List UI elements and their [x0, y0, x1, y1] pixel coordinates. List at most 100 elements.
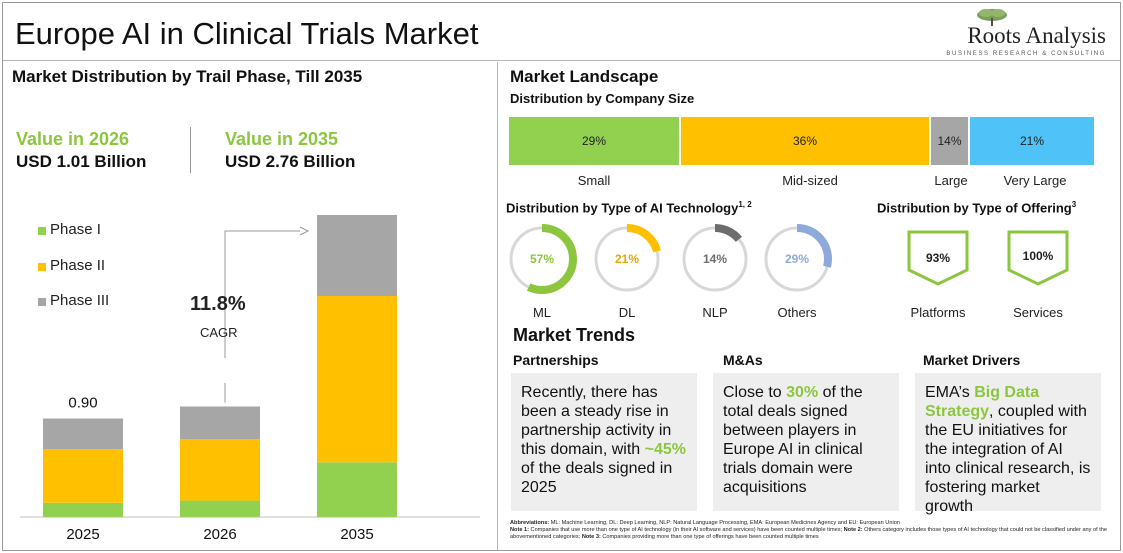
bar-2025-phase-3	[43, 418, 123, 450]
company-size-label-very-large: Very Large	[1003, 173, 1067, 188]
donut-nlp-ring	[680, 224, 750, 294]
company-size-label-large: Large	[934, 173, 968, 188]
value-2035-label: Value in 2035	[225, 129, 339, 149]
drivers-text-b: , coupled with the EU initiatives for th…	[925, 403, 1091, 515]
offering-footnote-ref: 3	[1071, 200, 1077, 209]
company-size-pct-mid: 36%	[792, 134, 818, 148]
platforms-pct: 93%	[925, 251, 951, 265]
bar-2035-phase-1	[317, 462, 397, 517]
logo-tagline: BUSINESS RESEARCH & CONSULTING	[946, 51, 1106, 57]
note1-text: Companies that use more than one type of…	[528, 527, 844, 533]
donut-others-ring	[762, 224, 832, 294]
company-size-pct-large: 14%	[937, 134, 962, 148]
offering-title-text: Distribution by Type of Offering	[877, 200, 1072, 216]
legend-swatch-phase-1	[38, 227, 46, 235]
value-2035-amount: USD 2.76 Billion	[225, 152, 356, 171]
company-size-title: Distribution by Company Size	[510, 91, 695, 106]
donut-nlp: 14%	[679, 223, 751, 295]
partnerships-box: Recently, there has been a steady rise i…	[511, 373, 697, 511]
cagr-arrow-head	[299, 226, 310, 236]
donut-label-nlp: NLP	[702, 305, 728, 320]
mas-highlight: 30%	[786, 384, 819, 401]
donut-dl-pct: 21%	[614, 252, 640, 266]
x-tick-label-2035: 2035	[340, 526, 373, 543]
page-title: Europe AI in Clinical Trials Market	[15, 16, 479, 51]
bar-2026-phase-3	[180, 406, 260, 440]
donut-dl: 21%	[591, 223, 663, 295]
logo-name: Roots Analysis	[967, 23, 1106, 48]
company-size-pct-small: 29%	[581, 134, 607, 148]
donut-ml: 57%	[506, 223, 578, 295]
mas-head: M&As	[723, 352, 763, 368]
value-separator	[190, 127, 191, 173]
note3-text: Companies providing more than one type o…	[600, 534, 819, 540]
note2-text: Others category includes those types of …	[510, 527, 1108, 540]
offering-label-platforms: Platforms	[910, 305, 966, 320]
donut-label-ml: ML	[532, 305, 552, 320]
company-size-bar-mid: 36%	[681, 117, 929, 165]
company-size-pct-very-large: 21%	[1019, 134, 1045, 148]
donut-label-dl: DL	[618, 305, 636, 320]
note2-label: Note 2:	[843, 527, 863, 533]
mas-box: Close to 30% of the total deals signed b…	[713, 373, 899, 511]
bar-2035-phase-2	[317, 295, 397, 463]
company-size-bar-large: 14%	[931, 117, 968, 165]
donut-nlp-pct: 14%	[702, 252, 728, 266]
cagr-label: CAGR	[200, 325, 238, 340]
drivers-head: Market Drivers	[923, 352, 1021, 368]
donut-dl-ring	[592, 224, 662, 294]
legend-swatch-phase-3	[38, 298, 46, 306]
partnerships-text-b: of the deals signed in 2025	[521, 460, 673, 496]
company-size-bar-small: 29%	[509, 117, 679, 165]
legend-label-phase-1: Phase I	[50, 221, 101, 238]
x-tick-label-2026: 2026	[203, 526, 236, 543]
partnerships-text-a: Recently, there has been a steady rise i…	[521, 384, 672, 458]
logo: Roots Analysis BUSINESS RESEARCH & CONSU…	[946, 9, 1106, 59]
bar-2025-phase-2	[43, 449, 123, 503]
note3-label: Note 3:	[581, 534, 601, 540]
donut-others: 29%	[761, 223, 833, 295]
bar-2035-phase-3	[317, 215, 397, 296]
bar-2026-phase-1	[180, 500, 260, 517]
landscape-title: Market Landscape	[510, 67, 659, 86]
header: Europe AI in Clinical Trials Market Root…	[3, 3, 1120, 61]
data-label-2025: 0.90	[68, 395, 97, 412]
abbr-label: Abbreviations:	[510, 520, 550, 526]
donut-label-others: Others	[777, 305, 817, 320]
bar-2025-phase-1	[43, 502, 123, 517]
platforms-badge	[907, 230, 969, 286]
trends-title: Market Trends	[513, 325, 636, 345]
legend-label-phase-2: Phase II	[50, 257, 106, 274]
partnerships-highlight: ~45%	[644, 441, 686, 458]
legend-label-phase-3: Phase III	[50, 292, 110, 309]
value-2026-label: Value in 2026	[16, 129, 130, 149]
note1-label: Note 1:	[510, 527, 529, 533]
phase-bar-chart: 2025 2026 2035 0.90	[20, 215, 480, 543]
value-2026-amount: USD 1.01 Billion	[16, 152, 147, 171]
company-size-label-mid: Mid-sized	[782, 173, 838, 188]
offering-title: Distribution by Type of Offering3	[877, 200, 1076, 215]
abbr-text: ML: Machine Learning, DL: Deep Learning,…	[549, 520, 900, 526]
legend-swatch-phase-2	[38, 263, 46, 271]
ai-tech-title: Distribution by Type of AI Technology1, …	[506, 200, 752, 215]
x-tick-label-2025: 2025	[66, 526, 99, 543]
cagr-arrow-line	[224, 230, 300, 403]
offering-label-services: Services	[1013, 305, 1063, 320]
ai-tech-footnote-ref: 1, 2	[738, 200, 752, 209]
section-divider	[497, 62, 498, 550]
mas-text-a: Close to	[723, 384, 787, 401]
donut-ml-pct: 57%	[529, 252, 555, 266]
distribution-title: Market Distribution by Trail Phase, Till…	[12, 67, 363, 86]
drivers-box: EMA’s Big Data Strategy, coupled with th…	[915, 373, 1101, 515]
drivers-text-a: EMA’s	[925, 384, 975, 401]
ai-tech-title-text: Distribution by Type of AI Technology	[506, 200, 739, 216]
bar-2026-phase-2	[180, 439, 260, 501]
cagr-value: 11.8%	[190, 293, 246, 315]
services-pct: 100%	[1022, 249, 1054, 263]
services-badge	[1007, 230, 1069, 286]
partnerships-head: Partnerships	[513, 352, 599, 368]
company-size-label-small: Small	[577, 173, 611, 188]
donut-others-pct: 29%	[784, 252, 810, 266]
drivers-highlight: Big Data Strategy	[925, 384, 1040, 420]
